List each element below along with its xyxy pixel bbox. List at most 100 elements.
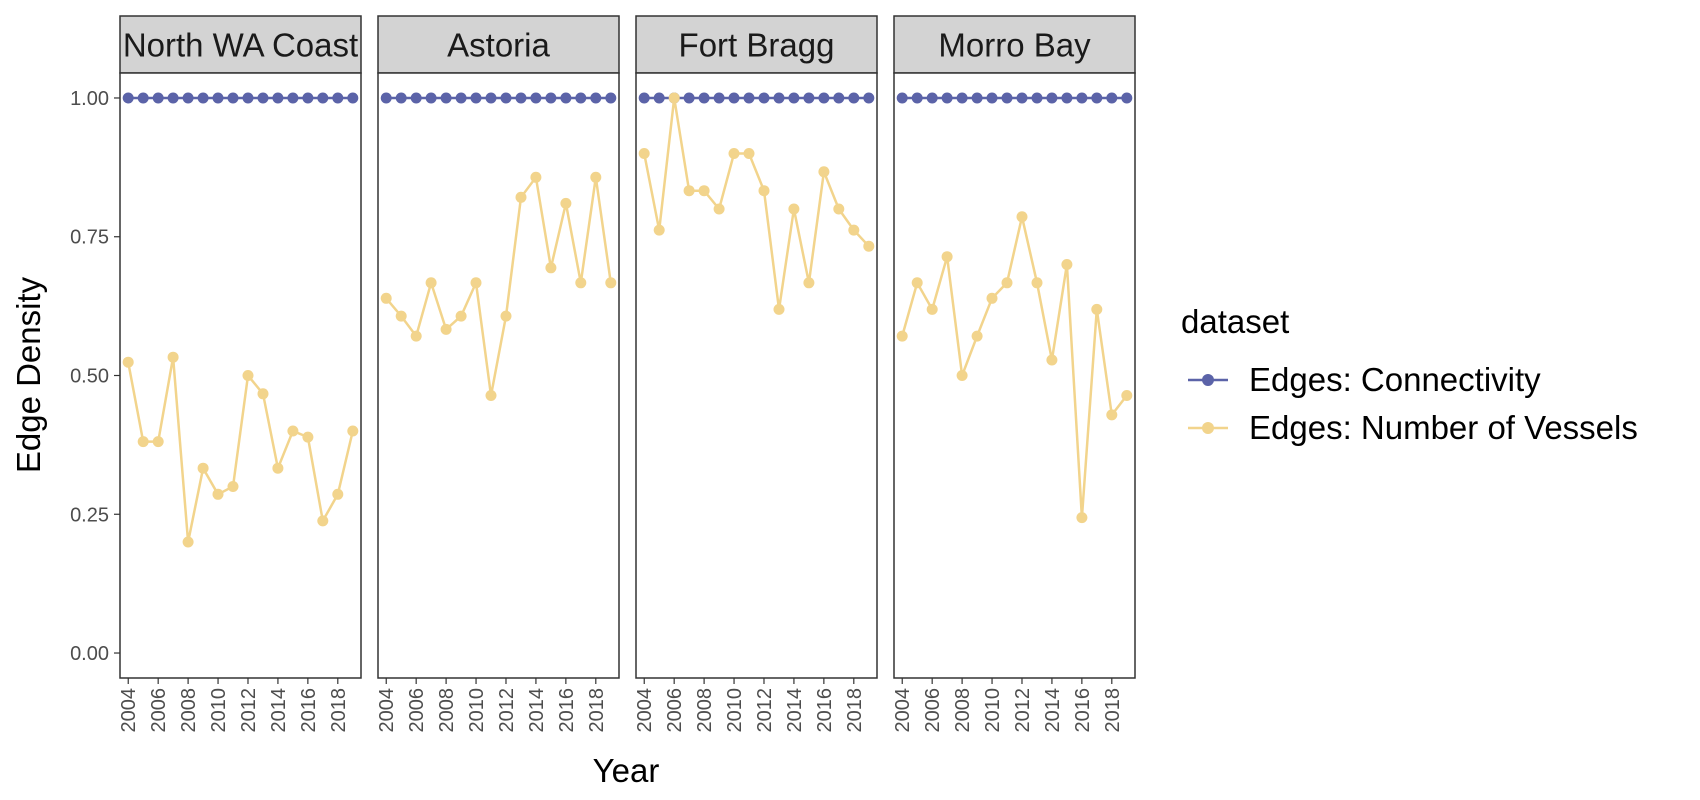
data-point bbox=[971, 330, 983, 342]
data-point bbox=[347, 425, 359, 437]
legend: dataset Edges: Connectivity Edges: Number… bbox=[1181, 303, 1638, 446]
data-point bbox=[803, 92, 815, 104]
data-point bbox=[272, 462, 284, 474]
data-point bbox=[425, 277, 437, 289]
y-tick-label: 0.25 bbox=[70, 504, 109, 526]
x-tick-label: 2014 bbox=[1042, 688, 1064, 733]
data-point bbox=[758, 185, 770, 197]
data-point bbox=[1046, 92, 1058, 104]
data-point bbox=[1091, 92, 1103, 104]
data-point bbox=[956, 92, 968, 104]
data-point bbox=[242, 92, 254, 104]
data-point bbox=[1061, 92, 1073, 104]
data-point bbox=[833, 203, 845, 215]
x-tick-label: 2008 bbox=[436, 688, 458, 733]
data-point bbox=[575, 277, 587, 289]
data-point bbox=[287, 92, 299, 104]
data-point bbox=[395, 310, 407, 322]
data-point bbox=[1016, 211, 1028, 223]
data-point bbox=[590, 92, 602, 104]
data-point bbox=[395, 92, 407, 104]
data-point bbox=[683, 92, 695, 104]
x-tick-label: 2012 bbox=[496, 688, 518, 733]
facet-strip bbox=[635, 15, 878, 74]
data-point bbox=[317, 515, 329, 527]
data-point bbox=[1106, 409, 1118, 421]
data-point bbox=[197, 462, 209, 474]
data-point bbox=[332, 488, 344, 500]
panel-4: Morro Bay 2004 2006 2008 2010 2012 2014 2016 201… bbox=[892, 15, 1136, 733]
x-tick-label: 2010 bbox=[982, 688, 1004, 733]
data-point bbox=[302, 92, 314, 104]
data-point bbox=[485, 390, 497, 401]
data-point bbox=[332, 92, 344, 104]
data-point bbox=[485, 92, 497, 104]
data-point bbox=[590, 171, 602, 183]
data-point bbox=[728, 92, 740, 104]
x-tick-label: 2014 bbox=[526, 688, 548, 733]
y-tick-label: 0.50 bbox=[70, 366, 109, 388]
data-point bbox=[971, 92, 983, 104]
data-point bbox=[545, 262, 557, 274]
data-point bbox=[818, 92, 830, 104]
data-point bbox=[1076, 92, 1088, 104]
x-tick-label: 2016 bbox=[556, 688, 578, 733]
x-tick-label: 2018 bbox=[328, 688, 350, 733]
x-tick-label: 2016 bbox=[814, 688, 836, 733]
x-tick-label: 2012 bbox=[754, 688, 776, 733]
data-point bbox=[380, 92, 392, 104]
panels: North WA Coast 2004 2006 2008 2010 2012 2014 20… bbox=[118, 15, 1136, 733]
data-point bbox=[212, 92, 224, 104]
panel-frame bbox=[377, 72, 620, 679]
data-point bbox=[500, 310, 512, 322]
data-point bbox=[257, 388, 269, 400]
data-point bbox=[560, 197, 572, 209]
data-point bbox=[515, 92, 527, 104]
data-point bbox=[227, 481, 239, 492]
x-axis-title: Year bbox=[593, 752, 660, 789]
data-point bbox=[986, 292, 998, 304]
data-point bbox=[653, 92, 665, 104]
y-tick-label: 1.00 bbox=[70, 88, 109, 110]
data-point bbox=[986, 92, 998, 104]
data-point bbox=[317, 92, 329, 104]
x-tick-label: 2010 bbox=[466, 688, 488, 733]
facet-strip-label: Morro Bay bbox=[938, 27, 1091, 64]
data-point bbox=[803, 277, 815, 289]
data-point bbox=[302, 431, 314, 443]
data-point bbox=[470, 92, 482, 104]
series-line bbox=[642, 97, 870, 310]
data-point bbox=[1121, 390, 1133, 401]
x-tick-label: 2008 bbox=[952, 688, 974, 733]
legend-key-point bbox=[1202, 374, 1214, 386]
x-tick-label: 2012 bbox=[1012, 688, 1034, 733]
legend-label: Edges: Number of Vessels bbox=[1249, 409, 1638, 446]
data-point bbox=[833, 92, 845, 104]
data-point bbox=[440, 323, 452, 335]
data-point bbox=[863, 240, 875, 252]
data-point bbox=[575, 92, 587, 104]
data-point bbox=[545, 92, 557, 104]
panel-1: North WA Coast 2004 2006 2008 2010 2012 2014 20… bbox=[118, 15, 362, 733]
data-point bbox=[167, 92, 179, 104]
data-point bbox=[380, 292, 392, 304]
legend-entry: Edges: Number of Vessels bbox=[1188, 409, 1638, 446]
data-point bbox=[122, 356, 134, 368]
legend-entry: Edges: Connectivity bbox=[1188, 361, 1541, 398]
data-point bbox=[848, 224, 860, 236]
data-point bbox=[911, 277, 923, 289]
x-tick-label: 2014 bbox=[784, 688, 806, 733]
panel-frame bbox=[635, 72, 878, 679]
data-point bbox=[788, 92, 800, 104]
facet-strip-label: Fort Bragg bbox=[679, 27, 835, 64]
data-point bbox=[1061, 259, 1073, 270]
x-tick-label: 2008 bbox=[694, 688, 716, 733]
x-tick-label: 2016 bbox=[298, 688, 320, 733]
data-point bbox=[1121, 92, 1133, 104]
data-point bbox=[773, 92, 785, 104]
legend-key-point bbox=[1202, 422, 1214, 434]
data-point bbox=[1031, 277, 1043, 289]
data-point bbox=[758, 92, 770, 104]
data-point bbox=[713, 92, 725, 104]
